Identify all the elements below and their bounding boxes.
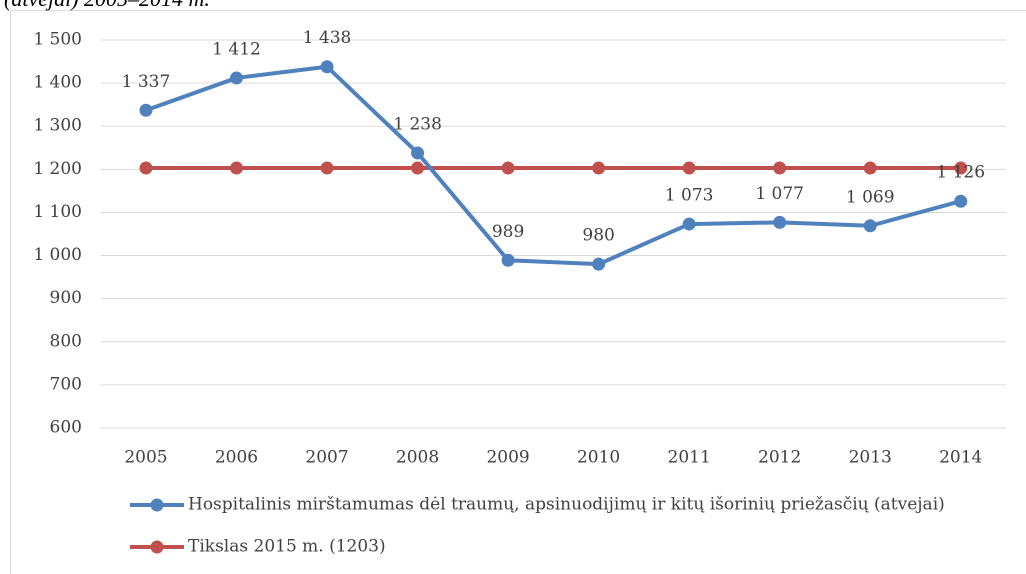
point xyxy=(501,161,515,175)
point xyxy=(592,257,606,271)
y-tick-label: 1 300 xyxy=(33,116,82,136)
point xyxy=(411,146,425,160)
data-label: 989 xyxy=(492,222,524,242)
data-label: 1 126 xyxy=(936,163,985,183)
x-tick-label: 2006 xyxy=(215,448,258,468)
x-tick-label: 2014 xyxy=(939,448,982,468)
y-tick-label: 1 500 xyxy=(33,30,82,50)
data-label: 1 412 xyxy=(212,39,261,59)
data-label: 1 073 xyxy=(665,186,714,206)
data-label: 1 077 xyxy=(755,184,804,204)
point xyxy=(411,161,425,175)
legend-marker xyxy=(150,540,164,554)
y-tick-label: 800 xyxy=(50,331,82,351)
point xyxy=(139,103,153,117)
x-tick-label: 2013 xyxy=(849,448,892,468)
point xyxy=(139,161,153,175)
point xyxy=(229,161,243,175)
legend-label: Hospitalinis mirštamumas dėl traumų, aps… xyxy=(188,495,945,515)
y-tick-label: 600 xyxy=(50,418,82,438)
point xyxy=(229,71,243,85)
chart-frame xyxy=(10,10,1026,574)
x-tick-label: 2007 xyxy=(305,448,348,468)
point xyxy=(773,215,787,229)
x-tick-label: 2011 xyxy=(668,448,711,468)
x-tick-label: 2008 xyxy=(396,448,439,468)
point xyxy=(592,161,606,175)
point xyxy=(682,217,696,231)
legend-marker xyxy=(150,498,164,512)
data-label: 1 438 xyxy=(303,28,352,48)
data-label: 1 238 xyxy=(393,114,442,134)
point xyxy=(320,161,334,175)
chart-title: (atvejai) 2005–2014 m. xyxy=(4,0,210,11)
x-tick-label: 2009 xyxy=(486,448,529,468)
point xyxy=(320,60,334,74)
y-tick-label: 700 xyxy=(50,374,82,394)
point xyxy=(773,161,787,175)
y-tick-label: 1 100 xyxy=(33,202,82,222)
series-line xyxy=(145,64,962,267)
point xyxy=(682,161,696,175)
point xyxy=(501,253,515,267)
y-tick-label: 900 xyxy=(50,288,82,308)
x-tick-label: 2012 xyxy=(758,448,801,468)
point xyxy=(863,161,877,175)
point xyxy=(863,219,877,233)
y-tick-label: 1 400 xyxy=(33,73,82,93)
data-label: 1 337 xyxy=(122,72,171,92)
point xyxy=(954,194,968,208)
data-label: 980 xyxy=(582,226,614,246)
point xyxy=(954,161,968,175)
data-label: 1 069 xyxy=(846,187,895,207)
x-tick-label: 2010 xyxy=(577,448,620,468)
legend-label: Tikslas 2015 m. (1203) xyxy=(188,537,386,557)
y-tick-label: 1 200 xyxy=(33,159,82,179)
x-tick-label: 2005 xyxy=(124,448,167,468)
y-tick-label: 1 000 xyxy=(33,245,82,265)
